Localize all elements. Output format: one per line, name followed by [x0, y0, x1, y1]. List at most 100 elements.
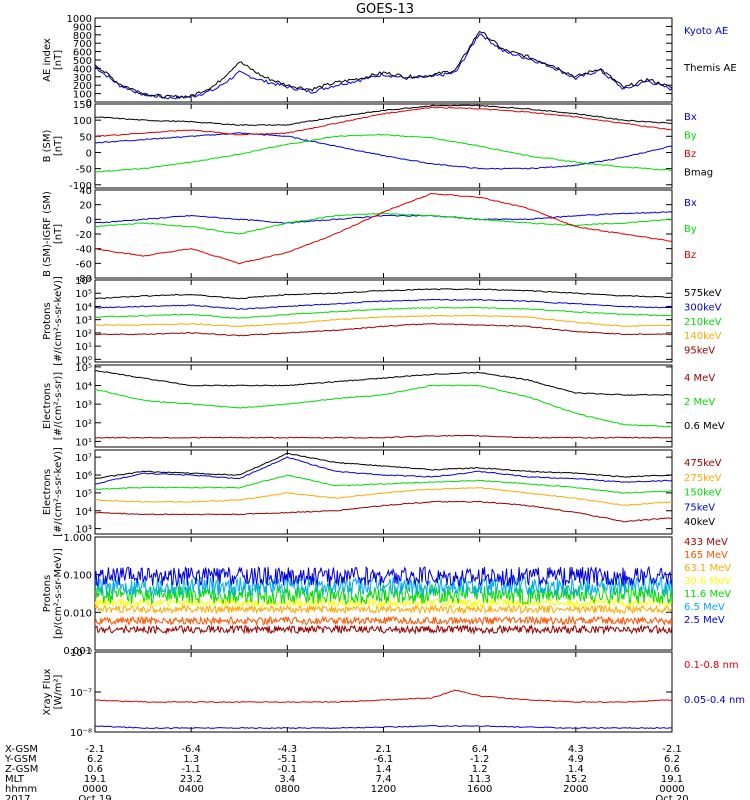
ephemeris-value: -2.1 — [662, 744, 682, 755]
series-line-bmag — [95, 104, 672, 127]
legend-label: 475keV — [684, 458, 722, 469]
panel-5: 10¹ 10² 10³ 10⁴ 10⁵ Electrons [#/(cm²-s-sr)] 4 … — [42, 363, 725, 449]
y-tick-label: 0.010 — [63, 608, 92, 619]
panel-frame — [94, 17, 673, 103]
ephemeris-value: 19.1 — [661, 774, 683, 785]
y-tick-label: -50 — [76, 165, 92, 176]
y-tick-label: 1.000 — [63, 533, 92, 544]
plot-area — [95, 452, 672, 523]
legend-label: By — [684, 131, 697, 142]
y-tick-label: 10⁵ — [75, 363, 92, 374]
y-axis-label: [#/(cm²-s-sr-keV)] — [53, 276, 64, 366]
panel-frame — [94, 279, 673, 363]
start-date: Oct 19 — [78, 794, 111, 800]
panel-2: -100 -50 0 50 100 150 B (SM) [nT] Bx By Bz Bmag — [42, 100, 713, 192]
series-line-575kev — [95, 288, 672, 300]
series-line-165-mev — [95, 614, 672, 627]
ephemeris-value: -1.1 — [181, 764, 201, 775]
legend-label: 150keV — [684, 488, 722, 499]
ephemeris-value: 2.1 — [376, 744, 392, 755]
series-line-bx — [95, 132, 672, 170]
panel-6: 10³ 10⁴ 10⁵ 10⁶ 10⁷ Electrons [#/(cm²-s-sr-keV… — [42, 447, 722, 537]
legend-label: 210keV — [684, 317, 722, 328]
legend-label: Themis AE — [683, 63, 737, 74]
y-tick-label: 10⁻⁶ — [70, 648, 92, 659]
ephemeris-value: 1.4 — [568, 764, 584, 775]
ephemeris-row-label: Y-GSM — [4, 754, 37, 765]
panel-frame — [94, 651, 673, 733]
panel-3: -80 -60 -40 -20 0 20 40 B (SM)-IGRF (SM) [nT] Bx B… — [42, 186, 697, 285]
y-tick-label: 10¹ — [75, 342, 92, 353]
y-tick-label: 10³ — [75, 316, 92, 327]
series-line-40kev — [95, 452, 672, 480]
y-tick-label: 10⁻⁸ — [70, 728, 92, 739]
ephemeris-value: 4.3 — [568, 744, 584, 755]
year-label: 2017 — [5, 794, 30, 800]
legend-label: 63.1 MeV — [684, 563, 731, 574]
legend-label: 2.5 MeV — [684, 615, 725, 626]
ephemeris-value: 19.1 — [84, 774, 106, 785]
ephemeris-value: 1.3 — [183, 754, 199, 765]
series-line-2-5-mev — [95, 565, 672, 588]
ephemeris-value: -5.1 — [278, 754, 298, 765]
ephemeris-row-label: X-GSM — [5, 744, 38, 755]
ephemeris-value: 2000 — [563, 784, 588, 795]
legend-label: By — [684, 224, 697, 235]
y-tick-label: 10² — [75, 419, 92, 430]
plot-area — [95, 192, 672, 265]
legend-label: Bmag — [684, 168, 713, 179]
ephemeris-value: -1.2 — [470, 754, 490, 765]
y-axis-label: Xray Flux — [42, 668, 53, 715]
ephemeris-value: 23.2 — [180, 774, 202, 785]
plot-area — [95, 104, 672, 173]
y-axis-label: Electrons — [42, 383, 53, 429]
ephemeris-value: 1.2 — [472, 764, 488, 775]
legend-label: 0.6 MeV — [684, 421, 725, 432]
y-tick-label: 500 — [73, 56, 92, 67]
legend-label: 6.5 MeV — [684, 602, 725, 613]
ephemeris-row-label: Z-GSM — [5, 764, 38, 775]
legend-label: Bz — [684, 149, 696, 160]
series-line-95kev — [95, 323, 672, 337]
y-tick-label: -100 — [69, 181, 92, 192]
y-tick-label: 300 — [73, 73, 92, 84]
ephemeris-value: 1200 — [371, 784, 396, 795]
y-tick-label: 0 — [86, 148, 92, 159]
series-line-bz — [95, 192, 672, 265]
y-tick-label: 700 — [73, 39, 92, 50]
legend-label: 4 MeV — [684, 373, 715, 384]
series-line-433-mev — [95, 623, 672, 636]
ephemeris-value: 1.4 — [376, 764, 392, 775]
figure-title: GOES-13 — [356, 2, 414, 17]
ephemeris-value: 1600 — [467, 784, 492, 795]
series-line-63-1-mev — [95, 603, 672, 615]
series-line-210kev — [95, 306, 672, 319]
series-line-11-6-mev — [95, 583, 672, 606]
y-tick-label: 600 — [73, 48, 92, 59]
y-axis-label: [nT] — [53, 136, 64, 156]
y-axis-label: B (SM)-IGRF (SM) — [42, 191, 53, 277]
legend-label: 575keV — [684, 288, 722, 299]
panel-frame — [94, 189, 673, 279]
y-tick-label: 10⁻⁷ — [70, 688, 92, 699]
y-tick-label: 10⁵ — [75, 489, 92, 500]
y-axis-label: B (SM) — [42, 129, 53, 162]
ephemeris-value: 11.3 — [469, 774, 491, 785]
plot-area — [95, 565, 672, 636]
ephemeris-value: 6.2 — [87, 754, 103, 765]
y-tick-label: 10⁴ — [75, 382, 92, 393]
ephemeris-row-label: MLT — [5, 774, 25, 785]
legend-label: 30.6 MeV — [684, 576, 731, 587]
y-axis-label: [p/(cm²-s-sr-MeV)] — [53, 548, 64, 639]
legend-label: 11.6 MeV — [684, 589, 731, 600]
ephemeris-value: 4.9 — [568, 754, 584, 765]
series-line-by — [95, 133, 672, 173]
series-line-300kev — [95, 298, 672, 310]
legend-label: Bz — [684, 250, 696, 261]
y-tick-label: 150 — [73, 100, 92, 111]
series-line-themis-ae — [95, 30, 672, 99]
ephemeris-value: -0.1 — [278, 764, 298, 775]
y-axis-label: Electrons — [42, 469, 53, 515]
y-tick-label: 0.001 — [63, 646, 92, 657]
